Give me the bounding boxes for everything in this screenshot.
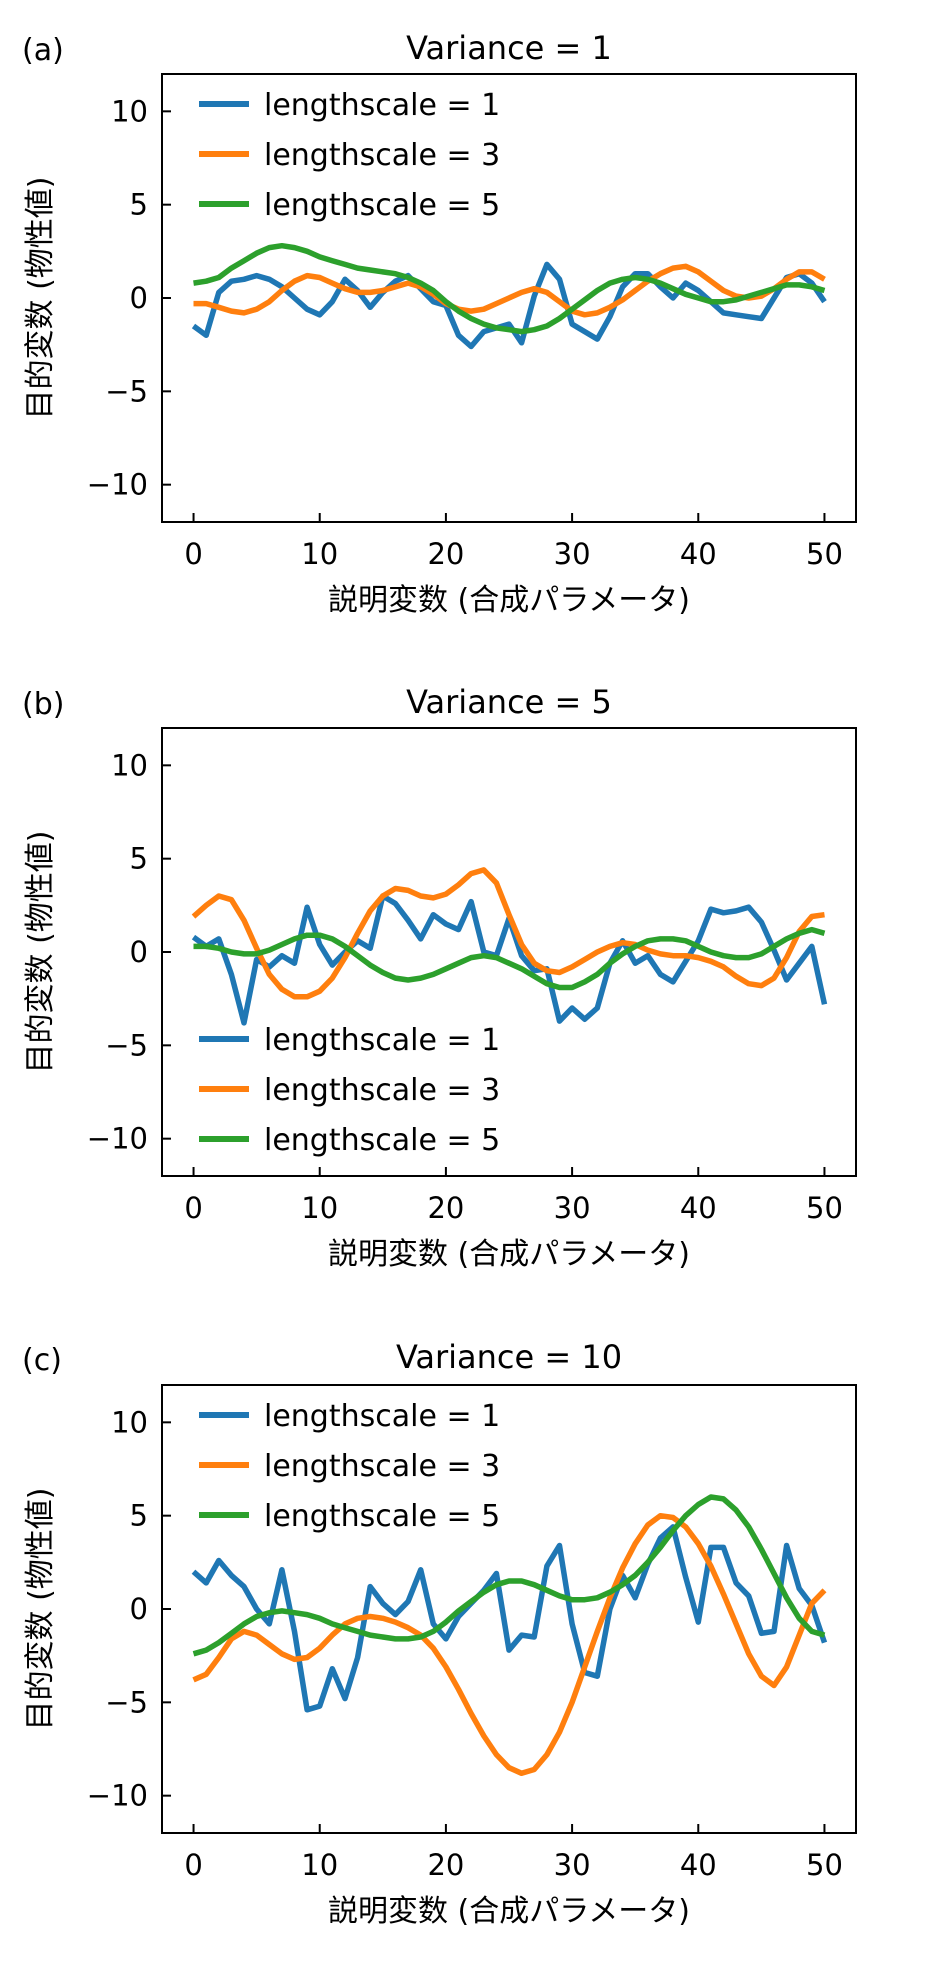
y-axis-label: 目的変数 (物性値) (23, 177, 58, 420)
panel-label: (b) (22, 687, 64, 722)
x-tick-label: 10 (301, 537, 338, 571)
series-line-3 (192, 1494, 826, 1657)
x-tick-label: 20 (427, 1848, 464, 1882)
x-axis-label: 説明変数 (合成パラメータ) (328, 583, 690, 618)
x-tick-label: 10 (301, 1848, 338, 1882)
chart-panel-2: (c) Variance = 100 10 20 30 40 501050−5−10説明変数… (22, 1338, 857, 1929)
x-tick-label: 50 (806, 1191, 843, 1225)
x-tick-label: 0 (184, 1848, 202, 1882)
series-group (191, 242, 827, 350)
x-tick-label: 50 (806, 537, 843, 571)
series-line-1 (191, 261, 827, 350)
chart-panel-0: (a) Variance = 10 10 20 30 40 501050−5−10説明変数 … (22, 29, 857, 618)
y-tick-label: −10 (87, 468, 148, 502)
y-axis-label: 目的変数 (物性値) (23, 831, 58, 1074)
y-tick-label: −5 (105, 1685, 148, 1719)
series-line-3 (193, 926, 826, 991)
y-tick-label: 5 (130, 1499, 148, 1533)
x-tick-label: 50 (806, 1848, 843, 1882)
panel-label: (a) (22, 33, 64, 68)
y-tick-label: 10 (111, 1405, 148, 1439)
legend-label-2: lengthscale = 3 (264, 1073, 500, 1108)
y-tick-label: 0 (130, 935, 148, 969)
y-tick-label: 10 (111, 748, 148, 782)
legend-label-1: lengthscale = 1 (264, 1399, 500, 1434)
legend-label-1: lengthscale = 1 (264, 1023, 500, 1058)
y-tick-label: 10 (111, 94, 148, 128)
chart-title: Variance = 5 (406, 683, 612, 721)
x-tick-label: 30 (554, 537, 591, 571)
x-tick-label: 40 (680, 1191, 717, 1225)
y-tick-label: −5 (105, 374, 148, 408)
series-line-2 (191, 867, 825, 1000)
legend-label-3: lengthscale = 5 (264, 1499, 500, 1534)
legend: lengthscale = 1 lengthscale = 3 lengthscal… (199, 1023, 500, 1158)
series-line-1 (191, 1524, 828, 1713)
legend: lengthscale = 1 lengthscale = 3 lengthscal… (199, 1399, 500, 1534)
x-tick-label: 30 (554, 1848, 591, 1882)
x-tick-label: 40 (680, 1848, 717, 1882)
chart-title: Variance = 1 (406, 29, 612, 67)
chart-title: Variance = 10 (396, 1338, 622, 1376)
chart-panel-1: (b) Variance = 50 10 20 30 40 501050−5−10説明変数 … (22, 683, 857, 1272)
x-tick-label: 0 (184, 1191, 202, 1225)
series-line-3 (193, 242, 826, 335)
legend-label-2: lengthscale = 3 (264, 138, 500, 173)
legend: lengthscale = 1 lengthscale = 3 lengthscal… (199, 88, 500, 223)
y-tick-label: −5 (105, 1028, 148, 1062)
y-tick-label: 5 (130, 842, 148, 876)
y-tick-label: −10 (87, 1122, 148, 1156)
series-group (191, 1494, 828, 1777)
y-tick-label: 5 (130, 188, 148, 222)
legend-label-2: lengthscale = 3 (264, 1449, 500, 1484)
series-group (191, 867, 828, 1026)
x-tick-label: 20 (427, 537, 464, 571)
legend-label-1: lengthscale = 1 (264, 88, 500, 123)
x-axis-label: 説明変数 (合成パラメータ) (328, 1894, 690, 1929)
panel-label: (c) (22, 1343, 62, 1378)
legend-label-3: lengthscale = 5 (264, 188, 500, 223)
y-tick-label: 0 (130, 1592, 148, 1626)
y-tick-label: −10 (87, 1779, 148, 1813)
y-tick-label: 0 (130, 281, 148, 315)
x-tick-label: 30 (554, 1191, 591, 1225)
x-tick-label: 0 (184, 537, 202, 571)
x-tick-label: 20 (427, 1191, 464, 1225)
x-tick-label: 40 (680, 537, 717, 571)
x-axis-label: 説明変数 (合成パラメータ) (328, 1237, 690, 1272)
legend-label-3: lengthscale = 5 (264, 1123, 500, 1158)
y-axis-label: 目的変数 (物性値) (23, 1488, 58, 1731)
series-line-2 (192, 1512, 827, 1777)
x-tick-label: 10 (301, 1191, 338, 1225)
series-line-2 (193, 263, 826, 318)
